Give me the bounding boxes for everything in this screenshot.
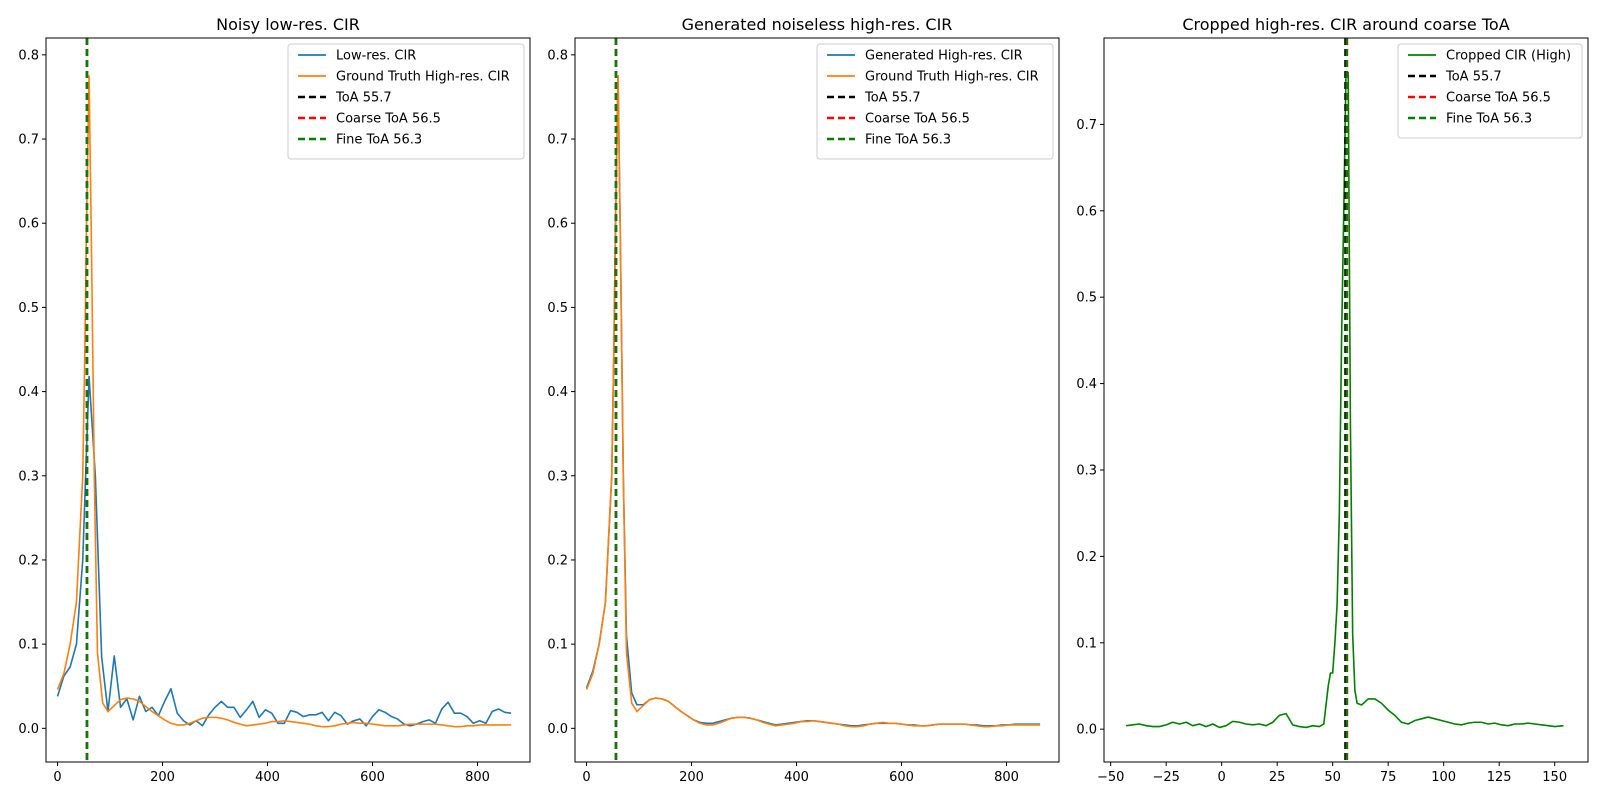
y-tick-label: 0.2 (547, 553, 568, 568)
y-tick-label: 0.7 (547, 133, 568, 148)
legend-box (1397, 43, 1583, 139)
x-tick-label: 150 (1542, 770, 1567, 785)
legend-label: Fine ToA 56.3 (1446, 112, 1532, 127)
legend-box (287, 43, 525, 160)
plot-area (56, 38, 512, 762)
series-line-1 (56, 75, 512, 728)
legend-label: ToA 55.7 (1445, 70, 1502, 85)
y-tick-label: 0.3 (1076, 463, 1097, 478)
y-tick-label: 0.6 (18, 217, 39, 232)
x-tick-label: −50 (1097, 770, 1124, 785)
y-tick-label: 0.6 (547, 217, 568, 232)
y-tick-label: 0.1 (18, 638, 39, 653)
y-tick-label: 0.4 (18, 385, 39, 400)
x-tick-label: 400 (784, 770, 809, 785)
y-tick-label: 0.2 (18, 553, 39, 568)
panel-noisy-low-res-cir: Noisy low-res. CIR 0 200 400 600 800 0.0 0.1 0.… (18, 15, 531, 785)
axes-frame (574, 37, 1060, 763)
plot-area (1126, 38, 1564, 762)
legend-label: Coarse ToA 56.5 (336, 112, 441, 127)
y-tick-label: 0.1 (547, 638, 568, 653)
y-tick-label: 0.7 (1076, 118, 1097, 133)
legend: Generated High-res. CIR Ground Truth High… (816, 43, 1054, 160)
series-line-1 (585, 75, 1041, 728)
legend-box (816, 43, 1054, 160)
y-tick-label: 0.6 (1076, 204, 1097, 219)
y-tick-label: 0.4 (547, 385, 568, 400)
legend-label: ToA 55.7 (864, 91, 921, 106)
y-tick-label: 0.7 (18, 133, 39, 148)
x-tick-label: 0 (1218, 770, 1226, 785)
axes-frame (45, 37, 531, 763)
x-tick-label: 400 (255, 770, 280, 785)
chart-title: Generated noiseless high-res. CIR (682, 15, 953, 34)
y-tick-label: 0.3 (547, 469, 568, 484)
y-tick-label: 0.1 (1076, 636, 1097, 651)
chart-title: Cropped high-res. CIR around coarse ToA (1182, 15, 1509, 34)
plot-area (585, 38, 1041, 762)
y-tick-label: 0.5 (547, 301, 568, 316)
legend-label: Generated High-res. CIR (865, 49, 1023, 64)
y-tick-label: 0.4 (1076, 377, 1097, 392)
y-tick-label: 0.0 (18, 722, 39, 737)
x-tick-label: 0 (582, 770, 590, 785)
x-tick-label: 25 (1269, 770, 1286, 785)
x-tick-label: 600 (360, 770, 385, 785)
y-tick-label: 0.3 (18, 469, 39, 484)
x-tick-label: 0 (53, 770, 61, 785)
y-tick-label: 0.0 (547, 722, 568, 737)
legend-label: Coarse ToA 56.5 (1446, 91, 1551, 106)
x-tick-label: 800 (994, 770, 1019, 785)
y-tick-label: 0.8 (18, 48, 39, 63)
chart-title: Noisy low-res. CIR (216, 15, 360, 34)
x-tick-label: 100 (1431, 770, 1456, 785)
x-tick-label: −25 (1152, 770, 1179, 785)
legend-label: Ground Truth High-res. CIR (336, 70, 510, 85)
legend: Low-res. CIR Ground Truth High-res. CIR To… (287, 43, 525, 160)
y-tick-label: 0.5 (18, 301, 39, 316)
series-line-0 (1126, 71, 1564, 729)
series-line-0 (585, 75, 1041, 727)
panel-cropped-high-res-cir: Cropped high-res. CIR around coarse ToA … (1076, 15, 1589, 785)
legend: Cropped CIR (High) ToA 55.7 Coarse ToA 56.… (1397, 43, 1583, 139)
legend-label: Coarse ToA 56.5 (865, 112, 970, 127)
legend-label: Fine ToA 56.3 (336, 133, 422, 148)
y-tick-label: 0.5 (1076, 291, 1097, 306)
panel-generated-noiseless-high-res-cir: Generated noiseless high-res. CIR 0 200 40… (547, 15, 1060, 785)
legend-label: Ground Truth High-res. CIR (865, 70, 1039, 85)
x-tick-label: 200 (679, 770, 704, 785)
legend-label: Low-res. CIR (336, 49, 416, 64)
legend-label: Cropped CIR (High) (1446, 49, 1571, 64)
legend-label: Fine ToA 56.3 (865, 133, 951, 148)
x-tick-label: 600 (889, 770, 914, 785)
series-line-0 (56, 375, 512, 727)
x-tick-label: 125 (1487, 770, 1512, 785)
y-tick-label: 0.8 (547, 48, 568, 63)
y-tick-label: 0.0 (1076, 723, 1097, 738)
x-tick-label: 800 (465, 770, 490, 785)
x-tick-label: 200 (150, 770, 175, 785)
x-tick-label: 50 (1324, 770, 1341, 785)
legend-label: ToA 55.7 (335, 91, 392, 106)
axes-frame (1103, 37, 1589, 763)
y-tick-label: 0.2 (1076, 550, 1097, 565)
x-tick-label: 75 (1380, 770, 1397, 785)
